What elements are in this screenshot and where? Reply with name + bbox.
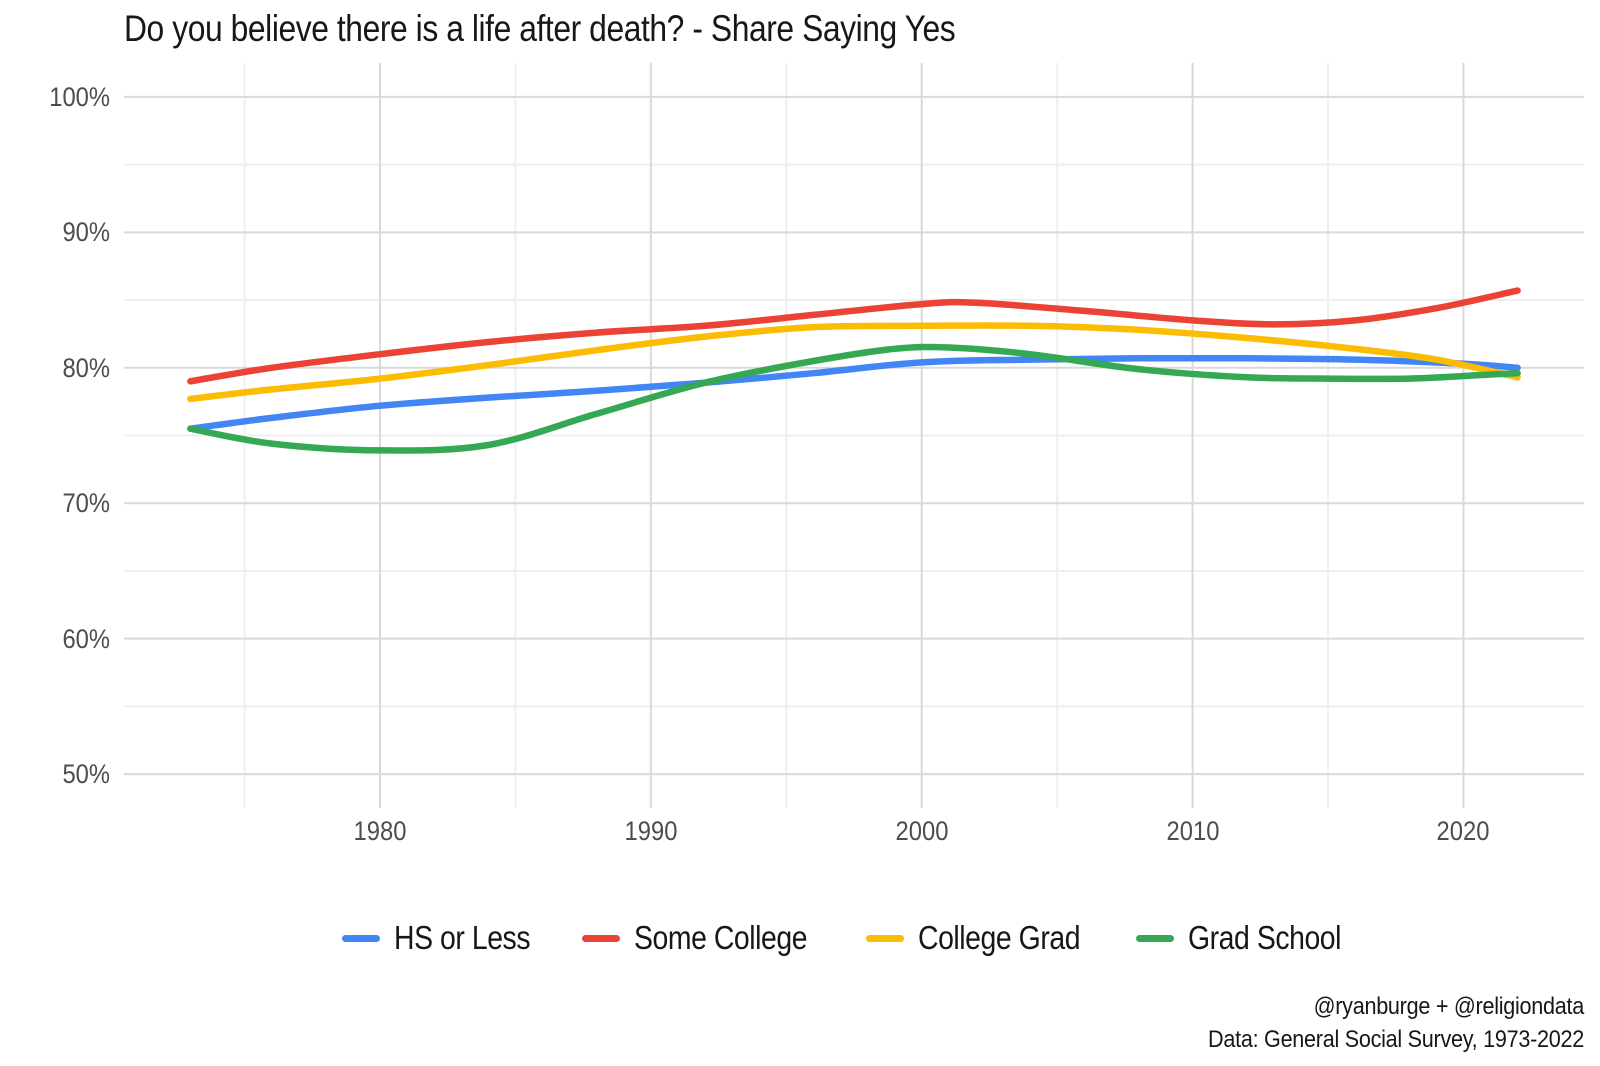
legend-item-college-grad: College Grad bbox=[865, 919, 1106, 957]
legend-key-college-grad bbox=[865, 934, 904, 942]
legend-key-grad-school bbox=[1136, 934, 1175, 942]
chart-title: Do you believe there is a life after dea… bbox=[124, 8, 956, 49]
x-tick-label: 2000 bbox=[895, 816, 949, 846]
y-tick-label: 60% bbox=[62, 623, 110, 654]
x-tick-label: 2020 bbox=[1437, 816, 1490, 846]
series-line-hs-or-less bbox=[187, 354, 1521, 432]
legend-label: Grad School bbox=[1188, 919, 1342, 956]
y-tick-label: 50% bbox=[62, 759, 110, 790]
series-line-college-grad bbox=[187, 322, 1521, 403]
x-tick-label: 2010 bbox=[1166, 816, 1220, 846]
legend: HS or Less Some College College Grad Grad S… bbox=[124, 908, 1584, 968]
gridlines-major bbox=[124, 63, 1584, 808]
caption-source: Data: General Social Survey, 1973-2022 bbox=[1208, 1026, 1584, 1053]
caption: @ryanburge + @religiondata Data: General… bbox=[954, 990, 1584, 1056]
gridlines-minor bbox=[124, 63, 1584, 808]
legend-key-hs-or-less bbox=[342, 934, 381, 942]
legend-item-grad-school: Grad School bbox=[1136, 919, 1366, 957]
legend-label: Some College bbox=[634, 919, 808, 956]
series-line-some-college bbox=[187, 287, 1521, 385]
y-tick-label: 90% bbox=[62, 217, 110, 248]
legend-item-some-college: Some College bbox=[582, 919, 835, 957]
y-tick-label: 100% bbox=[49, 81, 110, 112]
series-line-grad-school bbox=[187, 343, 1521, 454]
caption-credits: @ryanburge + @religiondata bbox=[1313, 993, 1585, 1020]
legend-label: HS or Less bbox=[394, 919, 531, 956]
legend-key-some-college bbox=[582, 934, 621, 942]
legend-label: College Grad bbox=[917, 919, 1081, 956]
y-tick-label: 80% bbox=[62, 352, 110, 383]
legend-item-hs-or-less: HS or Less bbox=[342, 919, 552, 957]
x-tick-label: 1980 bbox=[353, 816, 407, 846]
y-tick-label: 70% bbox=[62, 488, 110, 519]
x-tick-label: 1990 bbox=[624, 816, 678, 846]
